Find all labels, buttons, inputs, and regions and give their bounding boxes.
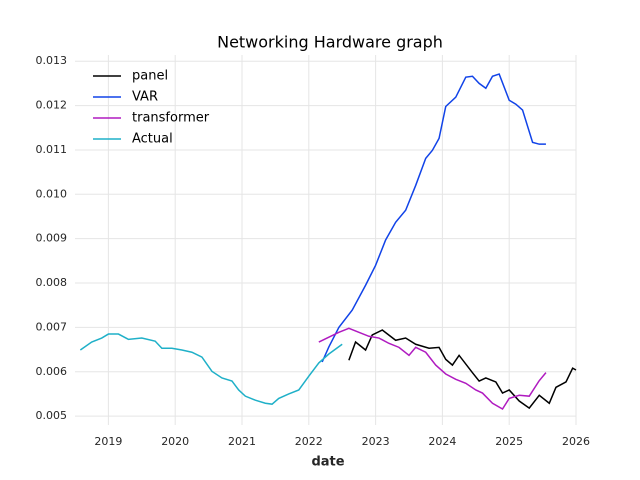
legend-label: panel (132, 69, 168, 84)
series-line (318, 327, 547, 411)
x-tick-label: 2024 (428, 435, 456, 448)
x-tick-label: 2026 (562, 435, 590, 448)
grid (75, 55, 577, 425)
series-line (79, 333, 343, 405)
y-tick-label: 0.008 (36, 276, 68, 289)
legend-label: Actual (132, 132, 173, 147)
series-line (348, 329, 577, 410)
x-tick-label: 2022 (295, 435, 323, 448)
x-tick-label: 2023 (362, 435, 390, 448)
x-tick-label: 2021 (228, 435, 256, 448)
y-tick-label: 0.012 (36, 99, 68, 112)
legend-label: VAR (132, 90, 158, 105)
y-tick-label: 0.010 (36, 187, 68, 200)
x-axis-label: date (311, 455, 344, 470)
y-tick-label: 0.013 (36, 54, 68, 67)
x-tick-label: 2020 (161, 435, 189, 448)
series-line (321, 73, 546, 363)
legend-label: transformer (132, 111, 210, 126)
x-tick-label: 2025 (495, 435, 523, 448)
chart-title: Networking Hardware graph (217, 33, 443, 52)
legend: panel VAR transformer Actual (93, 69, 210, 147)
y-tick-label: 0.007 (36, 320, 68, 333)
y-tick-label: 0.011 (36, 143, 68, 156)
y-tick-label: 0.006 (36, 365, 68, 378)
x-tick-label: 2019 (94, 435, 122, 448)
y-tick-label: 0.009 (36, 232, 68, 245)
y-tick-label: 0.005 (36, 409, 68, 422)
